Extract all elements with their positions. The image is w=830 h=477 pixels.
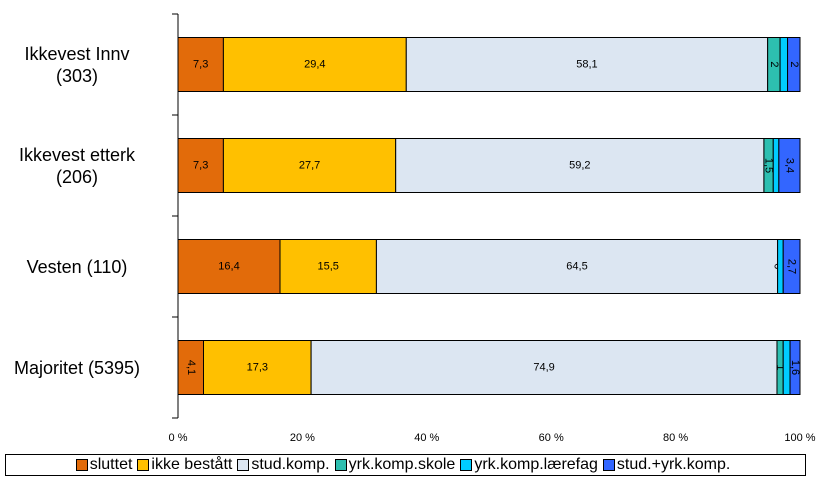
legend-label: yrk.komp.lærefag xyxy=(474,456,598,473)
bar-segment xyxy=(782,340,791,395)
bar-segment xyxy=(787,37,801,92)
bar-segment xyxy=(279,239,377,294)
data-label: 15,5 xyxy=(318,260,339,272)
bar-segment xyxy=(375,239,779,294)
bar-segment xyxy=(203,340,312,395)
x-tick-label: 0 % xyxy=(169,432,188,444)
bar-segment xyxy=(222,37,407,92)
x-tick-label: 40 % xyxy=(414,432,439,444)
legend-label: sluttet xyxy=(89,456,133,473)
legend-label: stud.+yrk.komp. xyxy=(616,456,731,473)
legend-item: sluttet xyxy=(75,456,133,474)
legend: sluttet ikke bestått stud.komp. yrk.komp.sk… xyxy=(5,454,806,476)
bar-segment xyxy=(779,37,789,92)
data-label: 1,5 xyxy=(763,158,775,173)
bar-segment xyxy=(395,138,765,193)
bar-segment xyxy=(778,138,801,193)
legend-swatch xyxy=(460,459,473,471)
data-label: 27,7 xyxy=(299,159,320,171)
bar-segment xyxy=(177,37,224,92)
data-label: 2 xyxy=(788,61,800,67)
data-label: 1 xyxy=(774,364,786,370)
legend-swatch xyxy=(602,459,615,471)
bar-segment xyxy=(777,239,784,294)
legend-label: ikke bestått xyxy=(151,456,233,473)
legend-swatch xyxy=(75,459,88,471)
legend-item: yrk.komp.skole xyxy=(334,456,456,474)
data-label: 7,3 xyxy=(193,58,208,70)
data-label: 2,7 xyxy=(786,259,798,274)
legend-label: stud.komp. xyxy=(251,456,330,473)
legend-label: yrk.komp.skole xyxy=(348,456,456,473)
data-label: 64,5 xyxy=(566,260,587,272)
bar-segment xyxy=(310,340,778,395)
category-label: Ikkevest etterk (206) xyxy=(18,144,136,187)
data-label: 58,1 xyxy=(576,58,597,70)
bar-segment xyxy=(772,138,780,193)
data-label: 7,3 xyxy=(193,159,208,171)
legend-swatch xyxy=(334,459,347,471)
data-label: 2 xyxy=(768,61,780,67)
bar-segment xyxy=(177,239,281,294)
category-label: Ikkevest Innv (303) xyxy=(24,43,130,86)
data-label: 17,3 xyxy=(247,361,268,373)
data-label: 1,6 xyxy=(789,360,801,375)
x-tick-label: 20 % xyxy=(290,432,315,444)
legend-item: yrk.komp.lærefag xyxy=(460,456,598,474)
legend-item: stud.komp. xyxy=(237,456,330,474)
category-label: Majoritet (5395) xyxy=(13,357,141,378)
data-label: 59,2 xyxy=(569,159,590,171)
legend-item: stud.+yrk.komp. xyxy=(602,456,731,474)
category-label: Vesten (110) xyxy=(26,256,128,277)
data-label: 4,1 xyxy=(185,360,197,375)
bar-segment xyxy=(222,138,397,193)
x-tick-label: 100 % xyxy=(784,432,815,444)
data-label: 16,4 xyxy=(218,260,239,272)
bar-segment xyxy=(405,37,769,92)
legend-swatch xyxy=(137,459,150,471)
legend-item: ikke bestått xyxy=(137,456,232,474)
data-label: 74,9 xyxy=(533,361,554,373)
x-tick-label: 80 % xyxy=(663,432,688,444)
data-label: 3,4 xyxy=(784,158,796,173)
bar-segment xyxy=(782,239,801,294)
legend-swatch xyxy=(237,459,250,471)
x-tick-label: 60 % xyxy=(539,432,564,444)
data-label: 29,4 xyxy=(304,58,325,70)
bar-segment xyxy=(789,340,801,395)
